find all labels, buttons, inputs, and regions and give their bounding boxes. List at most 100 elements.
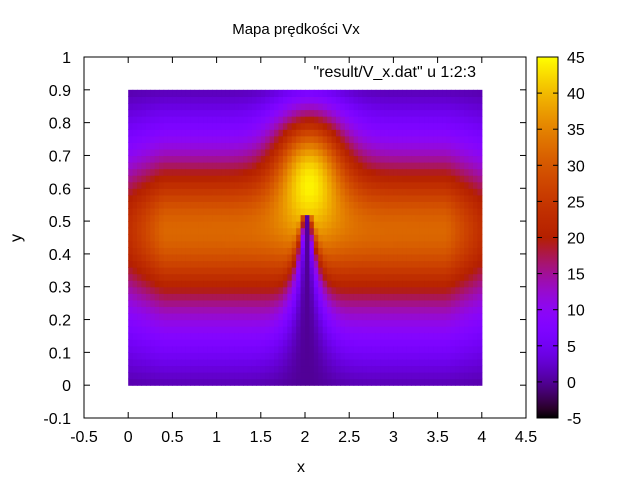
heatmap-cell — [291, 221, 297, 229]
heatmap-cell — [265, 148, 271, 157]
heatmap-cell — [437, 188, 443, 196]
heatmap-cell — [150, 260, 156, 268]
heatmap-cell — [145, 214, 151, 222]
heatmap-cell — [278, 280, 284, 288]
heatmap-cell — [305, 378, 311, 386]
heatmap-cell — [154, 247, 160, 255]
heatmap-cell — [163, 89, 169, 97]
heatmap-cell — [388, 378, 394, 386]
heatmap-cell — [291, 332, 297, 340]
heatmap-cell — [198, 306, 204, 314]
heatmap-cell — [212, 267, 218, 275]
heatmap-cell — [282, 299, 288, 308]
heatmap-cell — [198, 227, 204, 235]
heatmap-cell — [477, 175, 483, 183]
heatmap-cell — [366, 247, 372, 255]
heatmap-cell — [411, 234, 417, 242]
heatmap-cell — [358, 201, 364, 209]
heatmap-cell — [388, 306, 394, 314]
heatmap-cell — [397, 319, 403, 327]
heatmap-cell — [221, 135, 227, 143]
heatmap-cell — [375, 227, 381, 235]
heatmap-cell — [154, 378, 160, 386]
heatmap-cell — [331, 129, 337, 137]
heatmap-cell — [384, 175, 390, 183]
heatmap-cell — [450, 102, 456, 111]
heatmap-cell — [296, 253, 302, 262]
heatmap-cell — [132, 155, 138, 163]
heatmap-cell — [296, 299, 302, 308]
heatmap-cell — [159, 358, 165, 367]
heatmap-cell — [424, 293, 430, 301]
heatmap-cell — [163, 247, 169, 255]
heatmap-cell — [437, 312, 443, 321]
heatmap-cell — [450, 194, 456, 202]
heatmap-cell — [428, 306, 434, 314]
heatmap-cell — [207, 188, 213, 196]
heatmap-cell — [450, 260, 456, 268]
heatmap-cell — [265, 221, 271, 229]
heatmap-cell — [291, 280, 297, 288]
heatmap-cell — [154, 260, 160, 268]
heatmap-cell — [318, 175, 324, 183]
heatmap-cell — [185, 116, 191, 124]
heatmap-cell — [464, 207, 470, 216]
heatmap-cell — [163, 214, 169, 222]
heatmap-cell — [265, 352, 271, 360]
heatmap-cell — [450, 312, 456, 321]
heatmap-cell — [384, 188, 390, 196]
heatmap-cell — [362, 332, 368, 340]
heatmap-cell — [384, 247, 390, 255]
heatmap-cell — [442, 207, 448, 216]
heatmap-cell — [229, 129, 235, 137]
heatmap-cell — [309, 372, 315, 380]
heatmap-cell — [437, 273, 443, 281]
heatmap-cell — [459, 116, 465, 124]
heatmap-cell — [393, 326, 399, 334]
heatmap-cell — [450, 280, 456, 288]
heatmap-cell — [349, 293, 355, 301]
heatmap-cell — [384, 332, 390, 340]
heatmap-cell — [234, 181, 240, 189]
heatmap-cell — [450, 142, 456, 150]
heatmap-cell — [176, 162, 182, 170]
heatmap-cell — [464, 129, 470, 137]
heatmap-cell — [172, 332, 178, 340]
heatmap-cell — [181, 188, 187, 196]
heatmap-cell — [397, 273, 403, 281]
heatmap-cell — [459, 372, 465, 380]
heatmap-cell — [176, 253, 182, 262]
heatmap-cell — [207, 352, 213, 360]
heatmap-cell — [305, 96, 311, 104]
heatmap-cell — [464, 253, 470, 262]
heatmap-cell — [362, 345, 368, 353]
heatmap-cell — [212, 345, 218, 353]
heatmap-cell — [397, 148, 403, 157]
heatmap-cell — [132, 319, 138, 327]
heatmap-cell — [141, 240, 147, 248]
heatmap-cell — [225, 280, 231, 288]
heatmap-cell — [216, 155, 222, 163]
heatmap-cell — [455, 102, 461, 111]
heatmap-cell — [137, 273, 143, 281]
heatmap-cell — [459, 142, 465, 150]
heatmap-cell — [309, 227, 315, 235]
heatmap-cell — [424, 319, 430, 327]
heatmap-cell — [181, 234, 187, 242]
heatmap-cell — [327, 96, 333, 104]
heatmap-cell — [349, 162, 355, 170]
heatmap-cell — [344, 214, 350, 222]
heatmap-cell — [309, 299, 315, 308]
heatmap-cell — [468, 267, 474, 275]
heatmap-cell — [145, 267, 151, 275]
heatmap-cell — [159, 194, 165, 202]
heatmap-cell — [464, 122, 470, 130]
heatmap-cell — [366, 181, 372, 189]
heatmap-cell — [243, 260, 249, 268]
heatmap-cell — [380, 273, 386, 281]
heatmap-cell — [137, 352, 143, 360]
heatmap-cell — [437, 162, 443, 170]
heatmap-cell — [269, 273, 275, 281]
heatmap-cell — [163, 116, 169, 124]
heatmap-cell — [450, 299, 456, 308]
